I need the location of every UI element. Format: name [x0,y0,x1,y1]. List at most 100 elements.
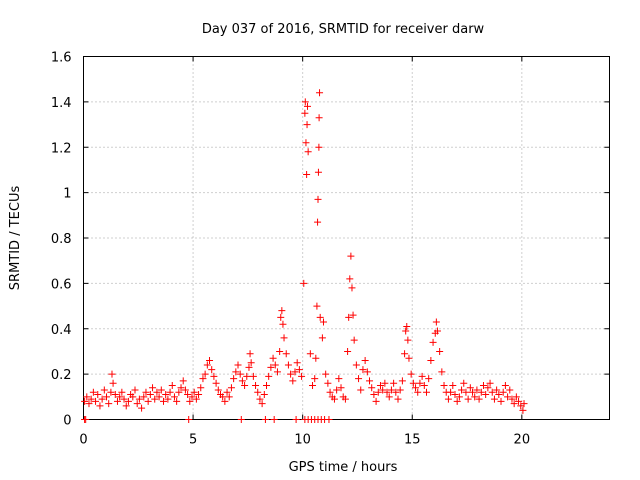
data-point [438,368,446,376]
data-point [394,395,402,403]
data-point [477,388,485,396]
data-point [293,359,301,367]
data-point [135,395,143,403]
data-point [279,320,287,328]
data-point [303,170,311,178]
data-point [486,379,494,387]
data-point [337,384,345,392]
data-point [181,386,189,394]
data-point [366,377,374,385]
data-point [238,377,246,385]
data-point [225,393,233,401]
data-point [506,386,514,394]
data-point [341,395,349,403]
data-point [440,381,448,389]
data-point [195,391,203,399]
data-point [396,386,404,394]
data-point [464,395,472,403]
data-point [87,395,95,403]
data-point [245,363,253,371]
data-point [359,366,367,374]
data-point [473,386,481,394]
data-point [265,372,273,380]
data-point [206,357,214,365]
data-point [252,381,260,389]
data-point [302,139,310,147]
data-point [309,381,317,389]
data-point [81,397,89,405]
y-tick-label: 0.2 [51,368,72,383]
y-tick-label: 1.4 [51,96,72,111]
y-tick-label: 0.8 [51,232,72,247]
data-point [304,148,312,156]
y-tick-label: 1 [63,187,71,202]
data-point [403,322,411,330]
data-point [469,388,477,396]
data-point [291,368,299,376]
data-point [256,395,264,403]
data-point [333,386,341,394]
y-axis-label: SRMTID / TECUs [8,186,23,291]
data-point [157,386,165,394]
y-tick-label: 0.4 [51,323,72,338]
data-point [221,397,229,405]
data-point [315,143,323,151]
data-point [347,252,355,260]
y-tick-label: 0 [63,414,71,429]
data-point [85,400,93,408]
data-point [346,275,354,283]
data-point [510,400,518,408]
data-point [270,416,278,423]
data-point [170,393,178,401]
data-point [330,395,338,403]
data-point [278,307,286,315]
data-point [267,363,275,371]
data-point [284,361,292,369]
data-point [447,388,455,396]
data-point [335,375,343,383]
data-point [103,393,111,401]
data-point [185,416,193,423]
data-point [164,395,172,403]
data-point [203,361,211,369]
data-point [512,393,520,401]
data-point [116,393,124,401]
data-point [230,375,238,383]
data-point [326,388,334,396]
data-point [303,102,311,110]
data-point [407,370,415,378]
data-point [352,361,360,369]
data-point [455,393,463,401]
data-point [451,391,459,399]
data-point [261,416,269,423]
data-point [208,366,216,374]
data-point [316,89,324,97]
data-point [460,379,468,387]
data-point [192,395,200,403]
data-point [155,393,163,401]
y-tick-label: 1.2 [51,141,72,156]
data-point [282,350,290,358]
data-point [82,416,90,423]
data-point [318,334,326,342]
data-point [159,397,167,405]
data-point [418,372,426,380]
data-point [301,98,309,106]
data-point [355,375,363,383]
data-point [109,379,117,387]
chart-title: Day 037 of 2016, SRMTID for receiver dar… [202,22,485,37]
data-point [414,388,422,396]
data-point [405,354,413,362]
data-point [107,388,115,396]
data-point [298,372,306,380]
data-point [458,386,466,394]
data-point [100,386,108,394]
data-point [345,313,353,321]
data-point [300,279,308,287]
x-tick-label: 5 [189,433,197,448]
data-point [234,361,242,369]
data-point [214,386,222,394]
data-point [488,388,496,396]
data-point [199,375,207,383]
